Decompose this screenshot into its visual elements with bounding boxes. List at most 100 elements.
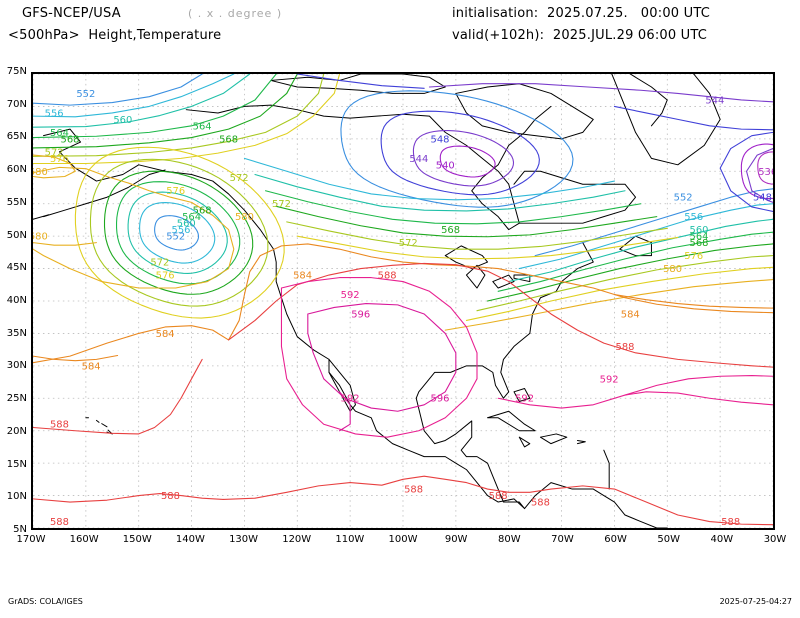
contour-line: [74, 146, 285, 319]
contour-line: [33, 74, 203, 106]
contour-label: 576: [684, 251, 703, 262]
x-tick-label: 150W: [122, 534, 152, 545]
contour-label: 576: [50, 154, 69, 165]
contour-label: 564: [690, 232, 709, 243]
contour-line: [629, 74, 668, 127]
contour-line: [33, 358, 203, 435]
contour-line: [254, 173, 626, 212]
contour-line: [740, 143, 773, 200]
contour-line: [513, 170, 637, 224]
contour-line: [307, 303, 457, 412]
contour-line: [89, 158, 269, 307]
contour-line: [487, 410, 536, 432]
contour-label: 592: [341, 290, 360, 301]
contour-line: [486, 243, 773, 302]
contour-line: [33, 74, 298, 149]
contour-label: 572: [399, 238, 418, 249]
contour-label: 588: [404, 485, 423, 496]
contour-line: [497, 374, 773, 409]
contour-line: [33, 74, 277, 139]
contour-line: [33, 74, 251, 128]
contour-line: [539, 433, 568, 445]
contour-line: [243, 157, 616, 201]
contour-line: [415, 242, 594, 399]
contour-line: [476, 255, 773, 312]
contour-label: 568: [441, 225, 460, 236]
contour-line: [613, 294, 773, 309]
contour-label: 584: [82, 361, 101, 372]
contour-line: [719, 131, 773, 213]
x-tick-label: 70W: [551, 534, 574, 545]
x-tick-label: 90W: [444, 534, 468, 545]
y-tick-label: 40N: [6, 295, 27, 306]
contour-label: 564: [182, 212, 201, 223]
contour-line: [139, 202, 216, 264]
contour-line: [513, 274, 531, 283]
y-tick-label: 15N: [6, 458, 27, 470]
contour-line: [497, 231, 773, 292]
contour-line: [280, 277, 478, 438]
contour-line: [428, 83, 773, 103]
contour-line: [33, 214, 50, 220]
contour-line: [340, 90, 574, 208]
y-tick-label: 75N: [6, 66, 27, 77]
contour-line: [576, 439, 586, 445]
contour-label: 584: [293, 271, 312, 282]
contour-line: [338, 391, 351, 432]
contour-label: 588: [161, 491, 180, 502]
model-title: GFS-NCEP/USA: [22, 6, 121, 21]
contour-line: [103, 170, 254, 295]
contour-label: 572: [230, 173, 249, 184]
contour-label: 572: [45, 147, 64, 158]
x-tick-label: 40W: [710, 534, 734, 545]
contour-line: [745, 147, 773, 203]
contour-label: 584: [621, 309, 640, 320]
contour-line: [275, 205, 658, 238]
contour-line: [33, 74, 235, 118]
y-tick-label: 35N: [6, 327, 27, 339]
contour-label: 580: [33, 167, 48, 178]
contour-label: 552: [166, 232, 185, 243]
contour-label: 568: [193, 206, 212, 217]
contour-line: [757, 151, 773, 185]
contour-label: 572: [272, 199, 291, 210]
contour-map-svg: 5525445565605645645685685725765485445405…: [33, 74, 773, 528]
contour-line: [444, 279, 773, 331]
x-tick-label: 80W: [497, 534, 521, 545]
x-tick-label: 110W: [335, 534, 365, 545]
contour-label: 596: [431, 394, 450, 405]
contour-label: 584: [156, 329, 175, 340]
contour-line: [611, 74, 721, 166]
x-tick-label: 100W: [388, 534, 418, 545]
contour-line: [492, 274, 515, 289]
contour-label: 552: [674, 193, 693, 204]
contour-line: [127, 191, 228, 274]
contour-line: [33, 166, 235, 289]
y-tick-label: 70N: [6, 98, 27, 110]
contour-line: [513, 388, 531, 403]
contour-line: [328, 358, 356, 412]
contour-line: [33, 325, 230, 364]
contour-label: 556: [45, 108, 64, 119]
contour-label: 588: [616, 342, 635, 353]
contour-line: [518, 436, 531, 448]
y-tick-label: 20N: [6, 425, 27, 437]
x-tick-label: 130W: [229, 534, 259, 545]
contour-line: [43, 128, 314, 351]
contour-label: 592: [515, 394, 534, 405]
render-timestamp: 2025-07-25-04:27: [719, 597, 792, 606]
level-field-label: <500hPa> Height,Temperature: [8, 28, 222, 43]
contour-label: 548: [431, 134, 450, 145]
contour-line: [439, 145, 496, 178]
contour-map-plot: 552 544 556 560 564 564 568 568 572 576 548 544 540 5…: [31, 72, 775, 530]
contour-label: 588: [489, 491, 508, 502]
y-tick-label: 60N: [6, 164, 27, 176]
contour-label: 536: [758, 167, 773, 178]
y-tick-label: 10N: [6, 491, 27, 503]
contour-line: [465, 266, 773, 321]
contour-line: [624, 391, 773, 406]
contour-line: [455, 83, 594, 140]
contour-label: 556: [172, 225, 191, 236]
contour-line: [33, 154, 76, 179]
x-tick-label: 50W: [657, 534, 681, 545]
